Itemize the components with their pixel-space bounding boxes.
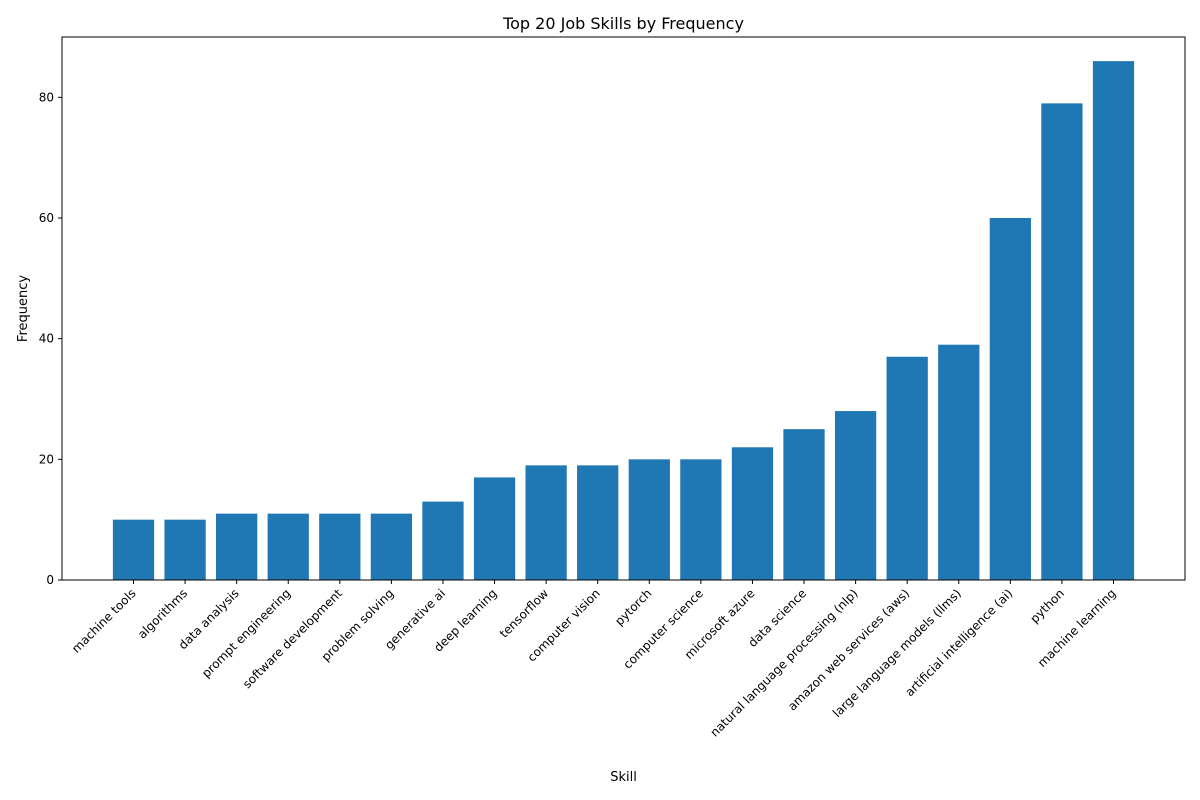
y-tick-label: 40: [39, 332, 54, 346]
y-tick-label: 60: [39, 211, 54, 225]
bar-data-analysis: [216, 513, 258, 580]
y-axis: 0 20 40 60 80: [39, 90, 62, 587]
bar-machine-learning: [1092, 61, 1135, 580]
bar-software-development: [319, 513, 361, 580]
chart-title: Top 20 Job Skills by Frequency: [502, 14, 744, 33]
bar-problem-solving: [370, 513, 413, 580]
y-axis-label: Frequency: [16, 275, 31, 342]
bar-data-science: [783, 429, 825, 580]
bar-machine-tools: [112, 519, 155, 580]
x-tick-label: python: [1027, 586, 1067, 626]
bar-amazon-web-services-aws: [886, 356, 928, 580]
bar-prompt-engineering: [267, 513, 309, 580]
x-tick-label: tensorflow: [497, 586, 552, 641]
bar-computer-vision: [577, 465, 619, 580]
bar-generative-ai: [422, 501, 464, 580]
y-tick-label: 80: [39, 90, 54, 104]
plot-frame: [61, 36, 1186, 581]
bar-pytorch: [628, 459, 670, 580]
bar-natural-language-processing-nlp: [834, 411, 877, 580]
bars-group: [112, 61, 1135, 581]
y-tick-label: 20: [39, 452, 54, 466]
bar-deep-learning: [473, 477, 516, 580]
x-tick-label: pytorch: [612, 586, 654, 628]
y-tick-label: 0: [46, 573, 54, 587]
bar-algorithms: [164, 519, 206, 580]
x-tick-label: algorithms: [135, 586, 190, 641]
bar-python: [1041, 103, 1083, 581]
bar-tensorflow: [525, 465, 567, 580]
bar-large-language-models-llms: [938, 344, 980, 580]
bar-computer-science: [680, 459, 722, 580]
x-tick-label: software development: [240, 586, 345, 691]
x-tick-label: machine tools: [69, 586, 139, 656]
x-tick-label: prompt engineering: [199, 586, 293, 680]
x-tick-label: artificial intelligence (ai): [902, 586, 1015, 699]
bar-artificial-intelligence-ai: [989, 218, 1031, 580]
x-axis-label: Skill: [610, 770, 637, 785]
bar-microsoft-azure: [731, 447, 774, 580]
